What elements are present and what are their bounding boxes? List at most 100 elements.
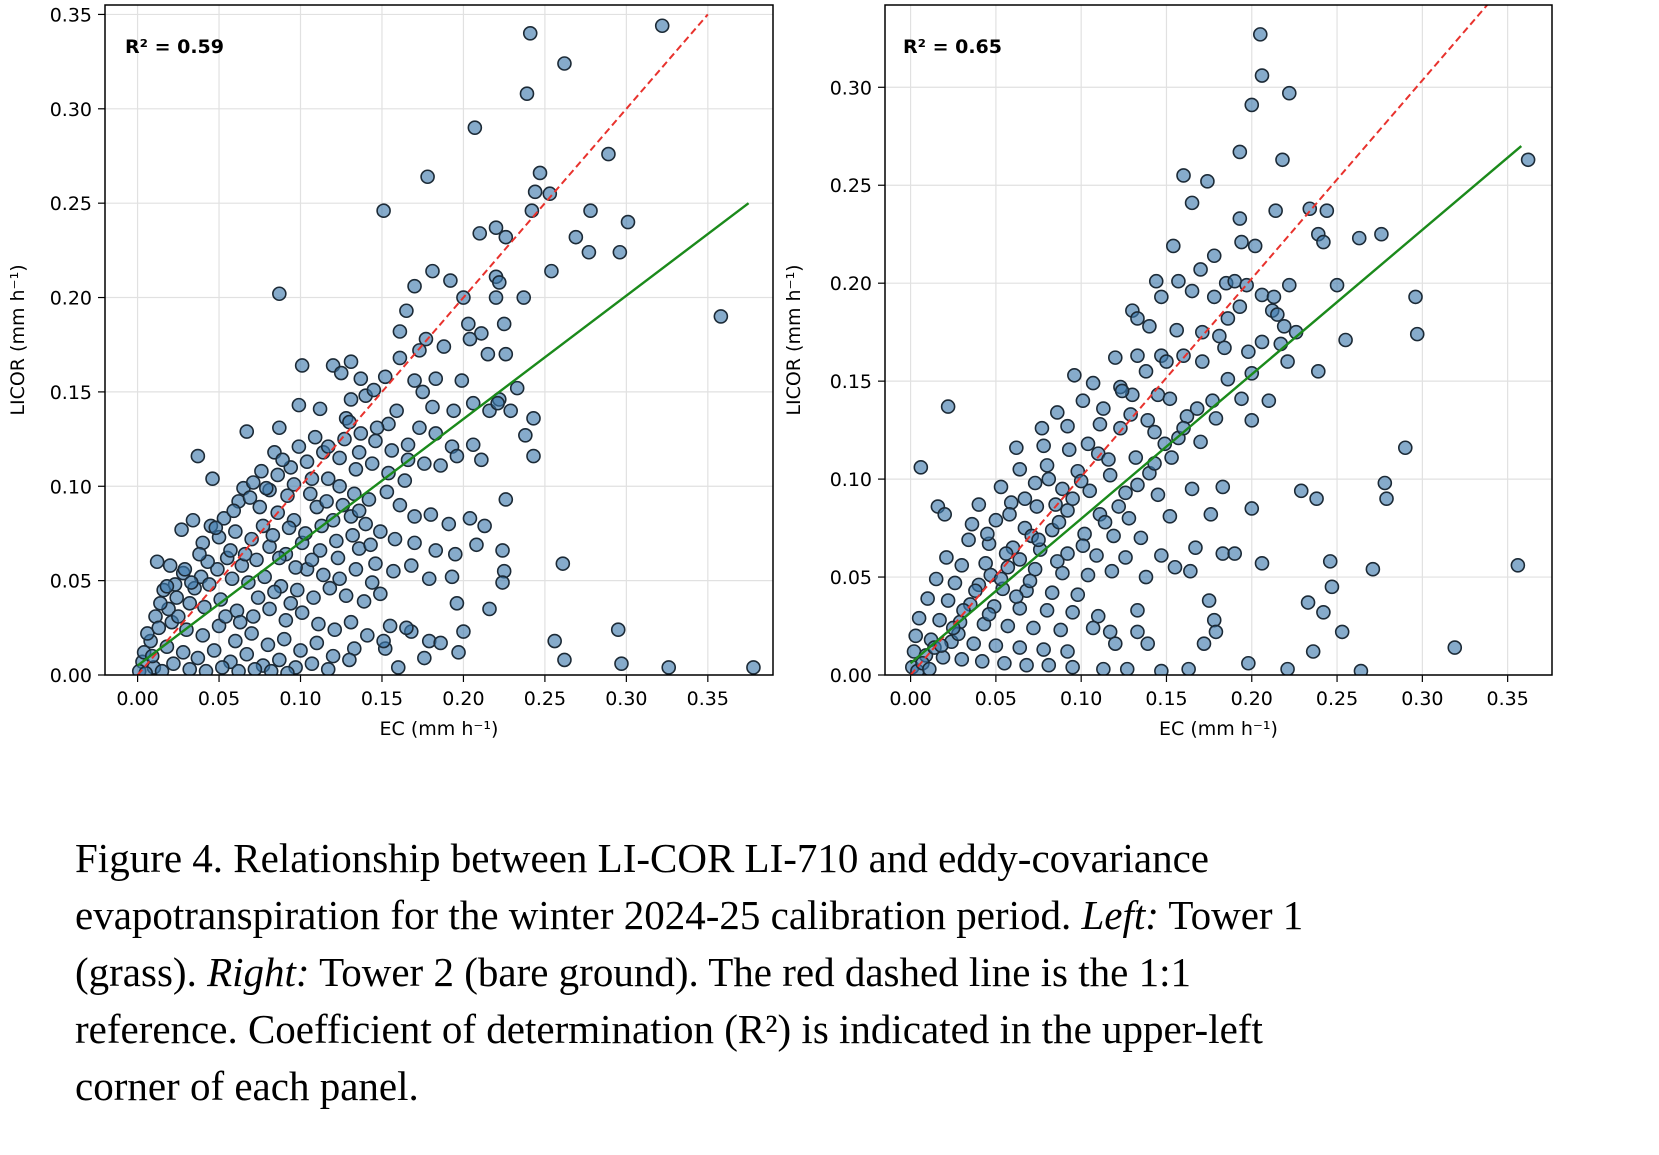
x-tick-label-left: 0.25: [524, 688, 566, 710]
data-point-left: [433, 458, 448, 473]
data-point-left: [206, 643, 222, 658]
data-point-left: [294, 605, 310, 621]
data-point-right: [1293, 483, 1309, 499]
data-point-right: [1329, 277, 1345, 293]
data-point-right: [1118, 550, 1133, 565]
data-point-right: [1036, 642, 1051, 657]
data-point-left: [407, 373, 422, 388]
data-point-right: [964, 516, 980, 532]
x-tick-label-left: 0.05: [198, 688, 240, 710]
data-point-left: [291, 397, 307, 413]
data-point-left: [654, 18, 670, 34]
data-point-left: [245, 475, 261, 490]
data-point-left: [557, 56, 572, 71]
data-point-right: [1270, 307, 1285, 322]
data-point-right: [1092, 416, 1108, 432]
one-to-one-line-right: [909, 5, 1488, 675]
data-point-right: [988, 638, 1004, 653]
data-point-right: [1397, 440, 1413, 456]
data-point-right: [1107, 350, 1123, 365]
data-point-right: [1012, 461, 1028, 477]
data-point-right: [1447, 640, 1463, 655]
data-point-right: [1184, 195, 1200, 211]
data-point-left: [267, 584, 282, 600]
data-point-left: [319, 494, 334, 509]
data-point-left: [320, 471, 336, 487]
data-point-left: [353, 426, 369, 441]
data-point-right: [1106, 528, 1121, 544]
data-point-left: [620, 214, 636, 230]
data-point-right: [1193, 262, 1208, 277]
data-point-right: [1130, 603, 1145, 618]
scatter-plots: 0.00 0.05 0.10 0.15 0.20 0.25 0.30 0.35 0.00 0.05…: [7, 4, 1553, 740]
data-point-left: [583, 203, 598, 219]
data-point-left: [356, 594, 372, 609]
data-point-right: [1184, 481, 1200, 497]
data-point-left: [495, 543, 510, 558]
data-point-right: [908, 628, 924, 644]
y-tick-label-right: 0.10: [830, 469, 872, 491]
data-point-left: [205, 471, 220, 487]
data-point-right: [1171, 273, 1186, 289]
data-point-right: [1194, 354, 1210, 369]
data-point-left: [201, 577, 217, 592]
caption-line-3: (grass). Right: Tower 2 (bare ground). T…: [75, 949, 1191, 995]
data-point-right: [1012, 640, 1028, 655]
caption-line-2: evapotranspiration for the winter 2024-2…: [75, 892, 1304, 938]
data-point-left: [223, 543, 238, 558]
data-point-right: [1162, 391, 1178, 407]
y-tick-label-left: 0.10: [50, 476, 92, 498]
data-point-right: [1215, 479, 1231, 495]
data-point-right: [1065, 491, 1080, 506]
data-point-right: [1316, 234, 1331, 250]
data-point-left: [368, 433, 383, 449]
data-point-left: [231, 663, 246, 675]
data-point-left: [412, 343, 427, 358]
data-point-left: [208, 520, 224, 536]
data-point-left: [542, 186, 558, 202]
data-point-right: [1266, 289, 1282, 305]
x-tick-label-right: 0.10: [1060, 688, 1102, 710]
data-point-left: [433, 635, 448, 651]
data-point-left: [151, 620, 167, 636]
y-tick-label-left: 0.15: [50, 382, 92, 404]
data-point-left: [382, 618, 398, 634]
data-point-left: [210, 562, 225, 577]
data-point-right: [922, 661, 937, 675]
data-point-left: [309, 635, 325, 651]
data-point-right: [1140, 636, 1156, 651]
data-point-left: [503, 403, 518, 419]
data-point-right: [1520, 152, 1536, 168]
data-point-left: [249, 552, 264, 568]
data-point-right: [1227, 273, 1243, 289]
data-point-left: [242, 490, 258, 505]
data-point-left: [272, 286, 287, 302]
data-point-left: [373, 586, 388, 602]
data-point-left: [381, 465, 396, 481]
plot-frame-left: [104, 4, 774, 676]
y-tick-label-right: 0.20: [830, 273, 872, 295]
data-point-left: [384, 443, 400, 458]
data-point-right: [920, 591, 935, 606]
data-point-right: [1000, 618, 1016, 634]
data-point-left: [420, 169, 435, 185]
data-points-left: [131, 18, 761, 675]
data-point-right: [1379, 491, 1394, 506]
data-point-left: [330, 550, 346, 566]
data-point-left: [325, 648, 341, 664]
data-point-left: [302, 486, 318, 502]
data-point-right: [1159, 354, 1174, 369]
x-tick-label-right: 0.00: [889, 688, 931, 710]
data-point-left: [404, 558, 419, 573]
data-point-right: [1082, 483, 1098, 499]
y-axis-label-left: LICOR (mm h⁻¹): [7, 264, 29, 415]
data-point-left: [192, 546, 207, 562]
data-point-left: [423, 507, 439, 522]
data-point-left: [232, 614, 248, 630]
data-point-right: [1232, 299, 1248, 314]
data-point-right: [1003, 495, 1019, 510]
data-point-right: [1002, 507, 1017, 522]
data-point-right: [1051, 514, 1067, 530]
data-point-right: [1107, 636, 1123, 651]
data-point-left: [498, 346, 514, 362]
